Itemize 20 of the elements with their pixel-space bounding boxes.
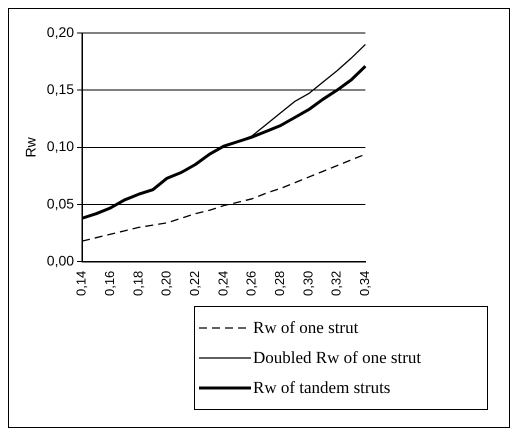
y-axis-title: Rw [22, 136, 38, 158]
y-tick-label: 0,10 [46, 138, 74, 154]
y-tick-label: 0,20 [46, 24, 74, 40]
x-tick-label: 0,28 [272, 270, 287, 296]
legend-label: Rw of one strut [253, 318, 358, 338]
x-tick-label: 0,30 [300, 270, 316, 296]
y-tick-label: 0,00 [46, 252, 74, 269]
x-tick-label: 0,22 [186, 270, 202, 296]
x-tick-label: 0,14 [74, 270, 89, 296]
legend-label: Doubled Rw of one strut [253, 348, 422, 368]
y-tick-label: 0,15 [46, 81, 74, 98]
x-tick-label: 0,18 [130, 270, 146, 296]
x-tick-label: 0,24 [215, 270, 230, 296]
y-tick-label: 0,05 [46, 195, 74, 212]
x-tick-label: 0,20 [158, 270, 174, 296]
x-tick-label: 0,32 [328, 270, 344, 296]
legend-label: Rw of tandem struts [253, 378, 390, 398]
x-tick-label: 0,34 [356, 270, 372, 296]
x-tick-label: 0,16 [102, 270, 117, 296]
x-tick-label: 0,26 [244, 270, 259, 296]
